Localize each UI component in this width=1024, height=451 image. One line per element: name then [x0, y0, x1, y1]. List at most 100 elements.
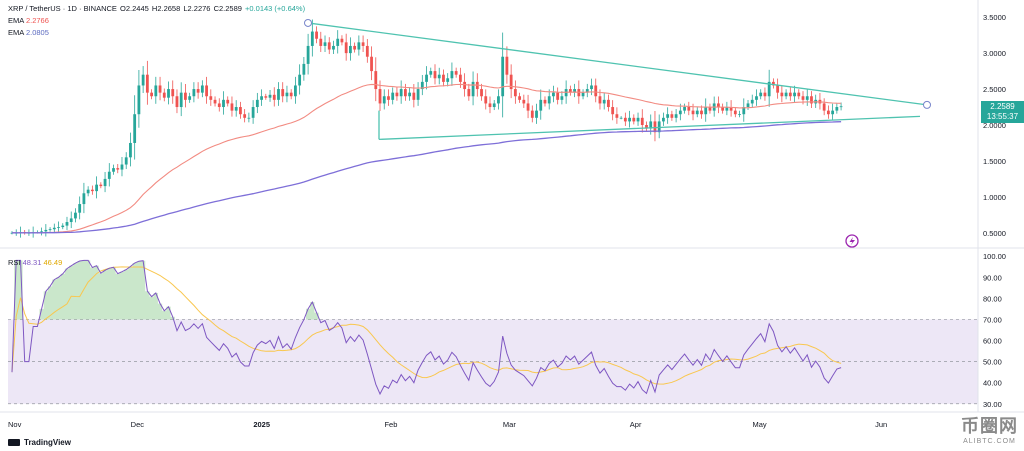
candle-body — [82, 193, 86, 205]
candle-body — [129, 142, 132, 158]
watermark-text: 币圈网 — [961, 416, 1018, 436]
tradingview-logo[interactable]: TradingView — [8, 438, 71, 447]
candle-body — [281, 89, 285, 97]
candle-body — [251, 107, 255, 118]
candle-body — [306, 45, 310, 64]
candle-body — [776, 85, 780, 93]
time-tick-label: Nov — [8, 420, 22, 429]
candle-body — [437, 74, 441, 79]
candle-body — [370, 56, 373, 72]
candle-body — [408, 92, 412, 97]
candle-body — [704, 107, 708, 115]
candle-body — [217, 103, 221, 108]
candle-body — [738, 114, 741, 116]
replay-icon[interactable] — [845, 234, 859, 248]
candle-body — [674, 114, 678, 118]
candle-body — [695, 110, 699, 115]
candle-body — [429, 71, 433, 75]
candle-body — [543, 99, 547, 104]
ema-slow-value: 2.0805 — [25, 28, 49, 37]
ema-fast-legend[interactable]: EMA 2.2766 — [8, 16, 49, 25]
candle-body — [268, 94, 272, 98]
candle-body — [120, 164, 124, 170]
candle-body — [391, 92, 395, 100]
candle-body — [353, 45, 357, 50]
ema-slow-legend[interactable]: EMA 2.0805 — [8, 28, 49, 37]
candle-body — [137, 85, 141, 115]
time-tick-label: Mar — [503, 420, 516, 429]
candle-body — [442, 74, 445, 82]
candle-body — [234, 107, 238, 111]
candle-body — [158, 85, 162, 93]
candle-body — [767, 81, 771, 97]
candle-body — [289, 92, 293, 97]
candle-body — [319, 38, 323, 46]
rsi-pane — [8, 259, 978, 405]
ema-fast-label: EMA — [8, 16, 24, 25]
candle-body — [124, 157, 128, 165]
candle-body — [801, 96, 805, 100]
rsi-legend[interactable]: RSI 48.31 46.49 — [8, 258, 62, 267]
candle-body — [374, 71, 378, 90]
price-tick-label: 2.5000 — [983, 85, 1006, 94]
candle-body — [708, 107, 712, 111]
candle-body — [784, 92, 788, 97]
candle-body — [759, 92, 763, 97]
candle-body — [357, 42, 361, 50]
bar-countdown: 13:55:37 — [986, 112, 1019, 121]
price-pane — [10, 18, 931, 238]
candle-body — [535, 110, 538, 118]
candle-body — [387, 96, 390, 100]
candle-body — [590, 85, 593, 90]
rsi-value: 48.31 — [22, 258, 42, 267]
candle-body — [412, 92, 416, 100]
change-value: +0.0143 (+0.64%) — [245, 4, 306, 13]
candle-body — [344, 42, 348, 54]
candle-body — [222, 99, 225, 108]
candle-body — [649, 121, 653, 129]
rsi-tick-label: 50.00 — [983, 358, 1002, 367]
candle-body — [509, 74, 513, 90]
candle-body — [755, 96, 758, 100]
candle-body — [526, 103, 530, 111]
candle-body — [594, 85, 598, 97]
candle-body — [501, 56, 505, 97]
candle-body — [154, 85, 158, 97]
candle-body — [298, 74, 302, 86]
candle-body — [69, 218, 73, 223]
candle-body — [729, 107, 733, 111]
candle-body — [725, 107, 729, 111]
candle-body — [209, 96, 213, 100]
rsi-overbought-fill — [14, 260, 319, 320]
candle-body — [645, 125, 648, 129]
axes: 0.5000 1.0000 1.5000 2.0000 2.5000 3.0000 3.50… — [0, 0, 1024, 429]
candle-body — [530, 110, 534, 118]
candle-body — [315, 31, 318, 39]
candle-body — [797, 92, 801, 97]
candle-body — [277, 89, 280, 100]
candle-body — [44, 229, 48, 232]
ema-fast-line — [12, 83, 842, 234]
candle-body — [615, 114, 619, 118]
time-tick-label: 2025 — [253, 420, 270, 429]
time-tick-label: Jun — [875, 420, 887, 429]
tradingview-label: TradingView — [24, 438, 71, 447]
candle-body — [171, 89, 175, 97]
candle-body — [65, 222, 69, 226]
candle-body — [175, 96, 179, 108]
rsi-tick-label: 100.00 — [983, 252, 1006, 261]
candle-body — [416, 89, 420, 100]
candle-body — [425, 74, 428, 82]
symbol-title[interactable]: XRP / TetherUS · 1D · BINANCE — [8, 4, 117, 13]
low-value: L2.2276 — [183, 4, 211, 13]
rsi-tick-label: 40.00 — [983, 379, 1002, 388]
candle-body — [678, 110, 682, 115]
candle-body — [361, 42, 365, 46]
ema-slow-line — [12, 121, 842, 234]
candle-body — [662, 117, 665, 122]
price-tick-label: 1.0000 — [983, 193, 1006, 202]
price-tick-label: 0.5000 — [983, 229, 1006, 238]
candle-body — [602, 99, 606, 104]
time-tick-label: Feb — [384, 420, 397, 429]
